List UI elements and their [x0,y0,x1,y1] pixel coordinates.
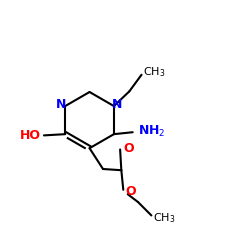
Text: CH$_3$: CH$_3$ [152,211,175,225]
Text: O: O [123,142,134,155]
Text: NH$_2$: NH$_2$ [138,124,165,139]
Text: N: N [56,98,66,111]
Text: O: O [126,185,136,198]
Text: N: N [112,98,122,111]
Text: HO: HO [20,129,41,142]
Text: CH$_3$: CH$_3$ [143,65,165,79]
